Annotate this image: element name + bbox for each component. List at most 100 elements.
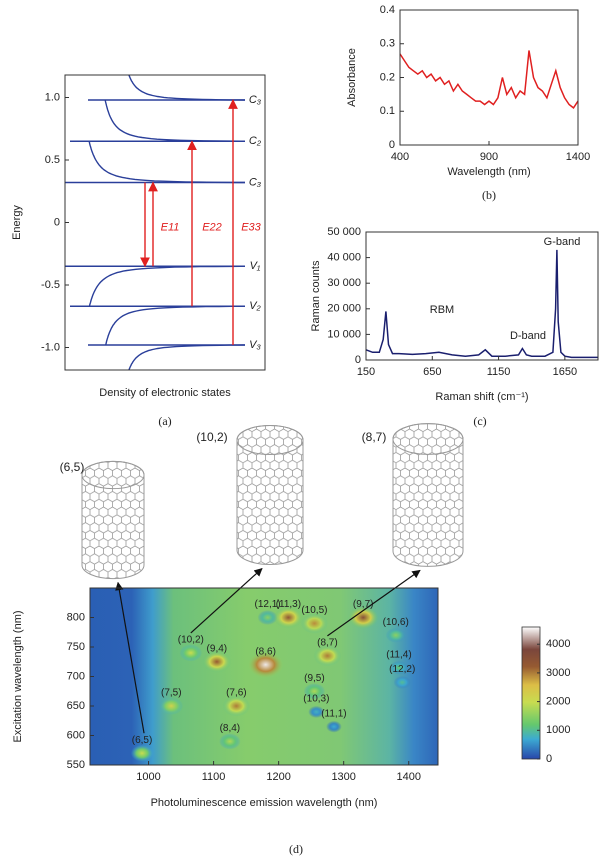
x-tick-label: 650 [423,366,441,378]
x-axis-label: Raman shift (cm⁻¹) [435,391,528,403]
y-tick-label: 0.5 [45,154,60,166]
y-tick-label: -0.5 [41,279,60,291]
x-tick-label: 1150 [487,366,511,378]
y-tick-label: 0 [355,354,361,366]
y-tick-label: 700 [67,670,85,682]
x-axis-label: Photoluminescence emission wavelength (n… [151,797,378,809]
x-tick-label: 150 [357,366,375,378]
heatmap-peak [179,644,203,662]
panel-caption: (b) [482,188,496,202]
y-tick-label: -1.0 [41,341,60,353]
peak-label: (9,5) [304,673,325,684]
x-axis-label: Wavelength (nm) [447,166,530,178]
heatmap-peak [273,606,304,629]
heatmap-peak [130,744,154,762]
dos-curve [128,344,245,371]
peak-label: (10,3) [303,694,329,705]
level-label: V₂ [249,300,261,312]
data-line [365,249,598,359]
annotation: RBM [430,304,454,316]
heatmap-peak [202,650,232,673]
dos-curve [88,265,245,307]
panel-caption: (c) [473,414,486,428]
heatmap-peak [385,627,406,643]
annotation: D-band [510,330,546,342]
x-tick-label: 400 [391,151,409,163]
y-tick-label: 600 [67,729,85,741]
y-axis-label: Absorbance [346,48,358,107]
peak-label: (8,4) [220,723,241,734]
level-label: C₃ [249,176,262,188]
x-tick-label: 1100 [202,771,226,783]
peak-label: (8,6) [255,646,276,657]
colorbar-tick-label: 4000 [546,638,570,650]
panel-caption: (d) [289,842,303,856]
heatmap-peak [222,695,251,717]
y-tick-label: 800 [67,611,85,623]
level-label: V₃ [249,339,261,351]
peak-label: (11,1) [321,708,346,719]
nanotube-rim [81,460,145,490]
nanotube-arrow [190,567,263,634]
nanotube-rim [236,424,304,456]
level-label: C₃ [249,94,262,106]
heatmap-peak [159,697,184,715]
peak-label: (12,2) [389,664,415,675]
y-tick-label: 650 [67,700,85,712]
peak-label: (9,4) [207,643,228,654]
y-tick-label: 30 000 [327,277,361,289]
peak-label: (11,3) [276,599,301,610]
y-axis-label: Excitation wavelength (nm) [12,610,24,742]
x-tick-label: 900 [480,151,498,163]
colorbar-tick-label: 3000 [546,667,570,679]
dos-curve [105,305,245,346]
nanotube [392,423,464,567]
heatmap-peak [347,606,379,629]
heatmap-peak [219,733,241,750]
y-tick-label: 1.0 [45,91,60,103]
peak-label: (12,1) [255,599,281,610]
dos-curve [104,99,246,142]
y-tick-label: 0.1 [380,105,395,117]
y-tick-label: 40 000 [327,252,361,264]
heatmap-peak [393,675,411,689]
nanotube-arrow [327,569,421,637]
y-tick-label: 0 [54,216,60,228]
level-label: C₂ [249,135,262,147]
peak-label: (11,4) [386,649,411,660]
y-tick-label: 50 000 [327,226,361,238]
peak-label: (10,2) [178,635,204,646]
x-tick-label: 1400 [396,771,420,783]
heatmap-peak [313,645,342,667]
colorbar-tick-label: 1000 [546,724,570,736]
y-tick-label: 10 000 [327,328,361,340]
level-label: V₁ [250,260,261,272]
x-tick-label: 1400 [566,151,590,163]
peak-label: (6,5) [132,735,153,746]
y-tick-label: 0 [389,139,395,151]
nanotube [81,460,145,580]
annotation: G-band [544,236,581,248]
peak-label: (8,7) [317,637,338,648]
dos-curve [88,141,245,184]
heatmap-peak [247,651,284,679]
x-tick-label: 1200 [266,771,290,783]
y-tick-label: 0.2 [380,71,395,83]
transition-label: E33 [241,221,261,233]
heatmap-peak [303,683,326,700]
nanotube-label: (6,5) [60,460,85,474]
nanotube-label: (8,7) [362,430,387,444]
peak-label: (10,6) [383,617,409,628]
y-tick-label: 750 [67,641,85,653]
nanotube [236,424,304,566]
peak-label: (7,6) [226,688,247,699]
x-axis-label: Density of electronic states [99,387,231,399]
heatmap-peak [257,610,278,625]
y-tick-label: 550 [67,759,85,771]
y-tick-label: 0.3 [380,38,395,50]
heatmap-peaks [130,606,411,762]
colorbar [521,626,541,760]
heatmap-peak [389,660,409,675]
y-axis-label: Energy [11,205,23,240]
